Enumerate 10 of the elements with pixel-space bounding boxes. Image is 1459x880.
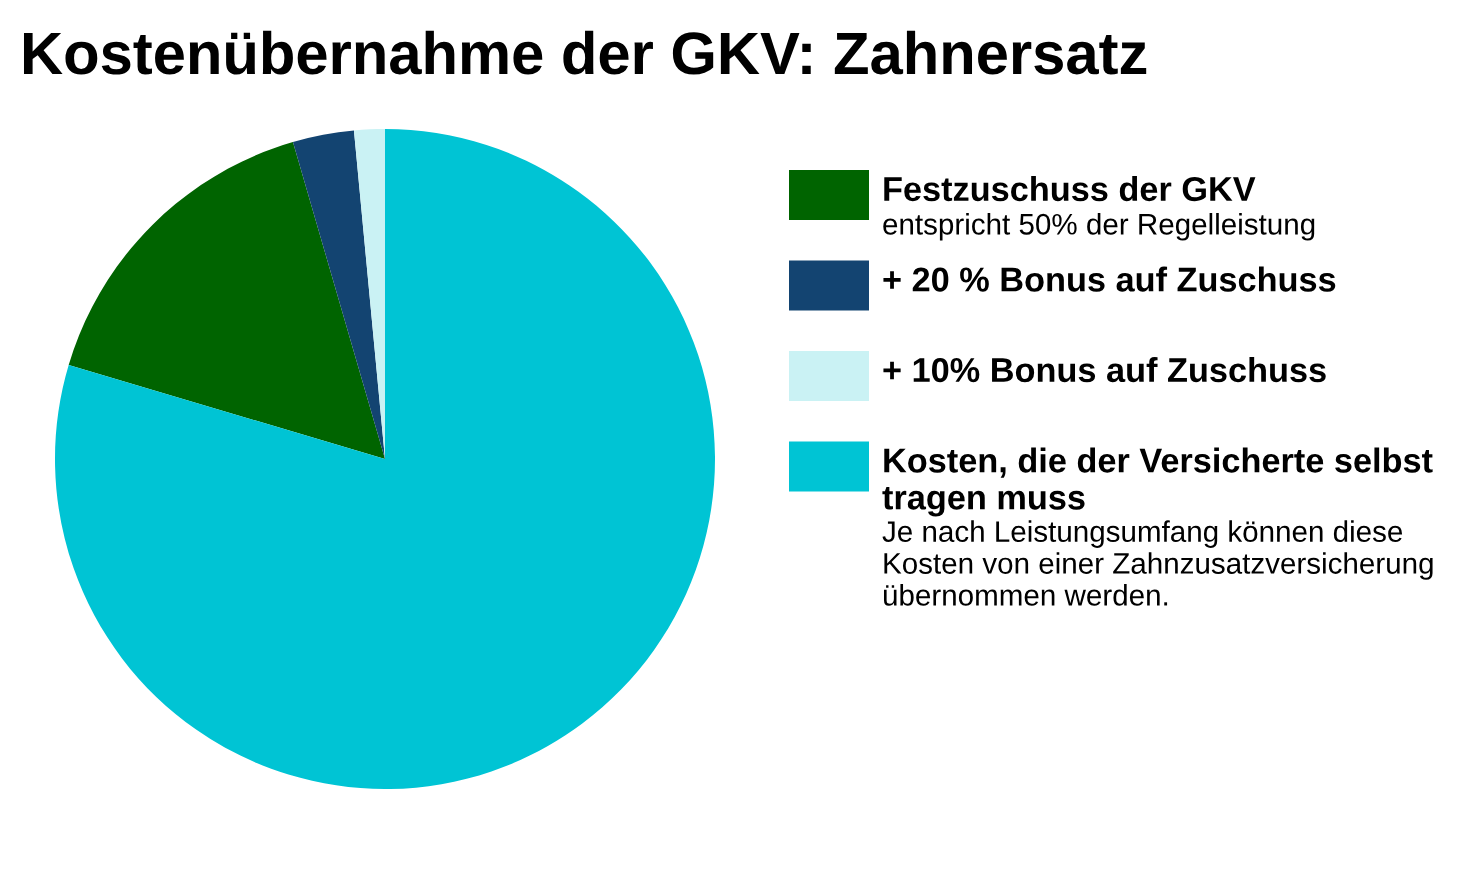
pie-slice <box>292 130 385 459</box>
pie-slice <box>55 129 715 789</box>
pie-slice <box>68 142 385 459</box>
legend-label: Festzuschuss der GKV <box>884 176 1256 202</box>
legend-label: + 10% Bonus auf Zuschuss <box>883 357 1326 383</box>
chart-title: Kostenübernahme der GKV: Zahnersatz <box>23 30 1147 75</box>
text: Je nach Leistungsumfang können diese Kosten von einer Zahnzusatzversicherung übernommen werden. <box>882 520 1433 606</box>
text: entspricht 50% der Regelleistung <box>883 213 1315 241</box>
legend-label: Kosten, die der Versicherte selbst tragen muss <box>882 447 1433 517</box>
legend-label: + 20 % Bonus auf Zuschuss <box>883 266 1336 292</box>
